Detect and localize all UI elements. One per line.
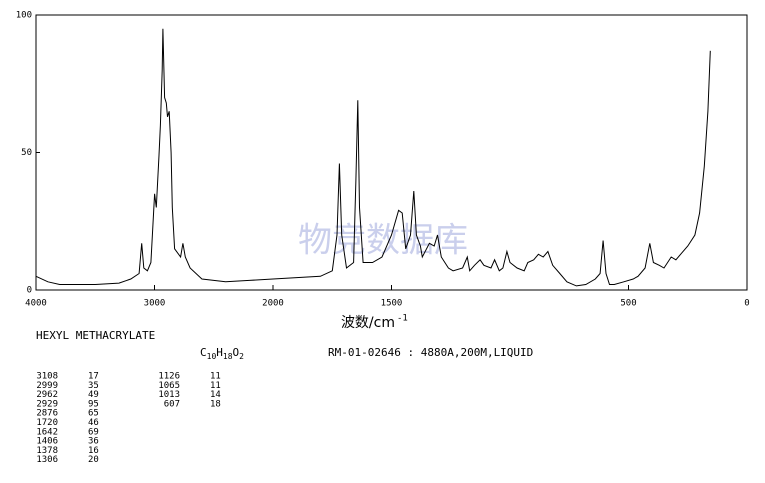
peak-wavenumber: 607 — [164, 399, 180, 409]
peak-wavenumber: 3108 — [36, 372, 58, 382]
peak-intensity: 20 — [88, 455, 99, 465]
peak-wavenumber: 2876 — [36, 409, 58, 419]
peak-intensity: 14 — [210, 390, 221, 400]
peak-wavenumber: 1406 — [36, 437, 58, 447]
peak-wavenumber: 1306 — [36, 455, 58, 465]
formula-part: O — [233, 346, 240, 359]
peak-wavenumber: 1126 — [158, 372, 180, 382]
spectrum-line — [35, 28, 711, 287]
peak-wavenumber: 2999 — [36, 381, 58, 391]
peak-wavenumber: 1720 — [36, 418, 58, 428]
formula-part: 10 — [207, 352, 217, 361]
formula-part: 18 — [223, 352, 233, 361]
formula-part: H — [216, 346, 223, 359]
formula-part: 2 — [239, 352, 244, 361]
y-tick-label: 100 — [16, 11, 32, 21]
x-tick-label: 3000 — [144, 299, 166, 309]
peak-intensity: 11 — [210, 381, 221, 391]
peak-intensity: 69 — [88, 427, 99, 437]
y-tick-label: 50 — [21, 148, 32, 158]
x-tick-label: 4000 — [25, 299, 47, 309]
formula: C10H18O2 — [200, 346, 244, 361]
x-tick-label: 500 — [620, 299, 636, 309]
peak-intensity: 46 — [88, 418, 99, 428]
peak-wavenumber: 1065 — [158, 381, 180, 391]
peak-intensity: 11 — [210, 372, 221, 382]
peak-intensity: 65 — [88, 409, 99, 419]
peak-intensity: 35 — [88, 381, 99, 391]
peak-wavenumber: 1013 — [158, 390, 180, 400]
x-tick-label: 0 — [744, 299, 749, 309]
peak-intensity: 18 — [210, 399, 221, 409]
x-tick-label: 1500 — [381, 299, 403, 309]
peak-intensity: 16 — [88, 446, 99, 456]
x-tick-label: 2000 — [262, 299, 284, 309]
peak-wavenumber: 1378 — [36, 446, 58, 456]
formula-part: C — [200, 346, 207, 359]
peak-wavenumber: 2929 — [36, 399, 58, 409]
peak-intensity: 49 — [88, 390, 99, 400]
peak-wavenumber: 2962 — [36, 390, 58, 400]
compound-name: HEXYL METHACRYLATE — [36, 329, 155, 342]
peak-intensity: 95 — [88, 399, 99, 409]
peak-wavenumber: 1642 — [36, 427, 58, 437]
peak-intensity: 17 — [88, 372, 99, 382]
x-axis-label-sup: -1 — [397, 314, 408, 324]
y-tick-label: 0 — [27, 286, 32, 296]
sample-info: RM-01-02646 : 4880A,200M,LIQUID — [328, 346, 533, 359]
peak-intensity: 36 — [88, 437, 99, 447]
x-axis-label: 波数/cm — [341, 315, 395, 331]
